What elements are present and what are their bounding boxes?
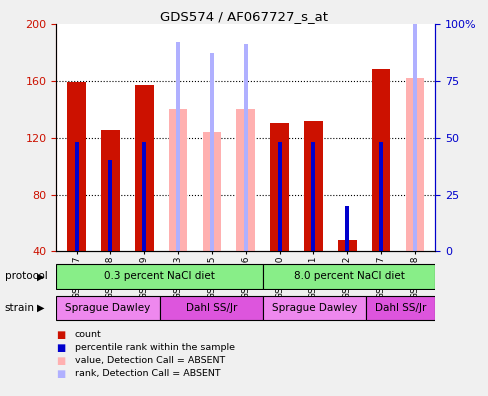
Text: Dahl SS/Jr: Dahl SS/Jr (374, 303, 426, 312)
Text: protocol: protocol (5, 271, 47, 282)
Bar (345, 206, 348, 251)
Bar (366, 296, 434, 320)
Bar (304, 120, 322, 251)
Text: count: count (75, 330, 102, 339)
Bar (74, 142, 79, 251)
Text: ■: ■ (56, 356, 65, 366)
Bar (270, 124, 288, 251)
Bar (405, 78, 424, 251)
Bar (168, 109, 187, 251)
Bar (371, 69, 389, 251)
Bar (108, 160, 112, 251)
Text: 0.3 percent NaCl diet: 0.3 percent NaCl diet (104, 271, 215, 281)
Text: Sprague Dawley: Sprague Dawley (271, 303, 357, 312)
Text: Sprague Dawley: Sprague Dawley (65, 303, 150, 312)
Bar (263, 264, 434, 289)
Bar (202, 132, 221, 251)
Bar (209, 53, 213, 251)
Text: strain: strain (5, 303, 35, 313)
Bar (243, 44, 247, 251)
Text: rank, Detection Call = ABSENT: rank, Detection Call = ABSENT (75, 369, 220, 378)
Bar (56, 296, 159, 320)
Bar (67, 82, 86, 251)
Text: value, Detection Call = ABSENT: value, Detection Call = ABSENT (75, 356, 224, 365)
Bar (236, 109, 255, 251)
Bar (176, 42, 180, 251)
Text: GDS574 / AF067727_s_at: GDS574 / AF067727_s_at (160, 10, 328, 23)
Bar (101, 131, 120, 251)
Bar (311, 142, 315, 251)
Text: ■: ■ (56, 369, 65, 379)
Text: 8.0 percent NaCl diet: 8.0 percent NaCl diet (293, 271, 404, 281)
Bar (142, 142, 146, 251)
Bar (263, 296, 366, 320)
Bar (159, 296, 263, 320)
Bar (378, 142, 382, 251)
Text: percentile rank within the sample: percentile rank within the sample (75, 343, 234, 352)
Bar (277, 142, 281, 251)
Text: ▶: ▶ (37, 303, 44, 313)
Text: Dahl SS/Jr: Dahl SS/Jr (185, 303, 237, 312)
Bar (337, 240, 356, 251)
Bar (412, 1, 416, 251)
Text: ■: ■ (56, 343, 65, 353)
Text: ■: ■ (56, 329, 65, 340)
Bar (56, 264, 263, 289)
Text: ▶: ▶ (37, 271, 44, 282)
Bar (135, 85, 153, 251)
